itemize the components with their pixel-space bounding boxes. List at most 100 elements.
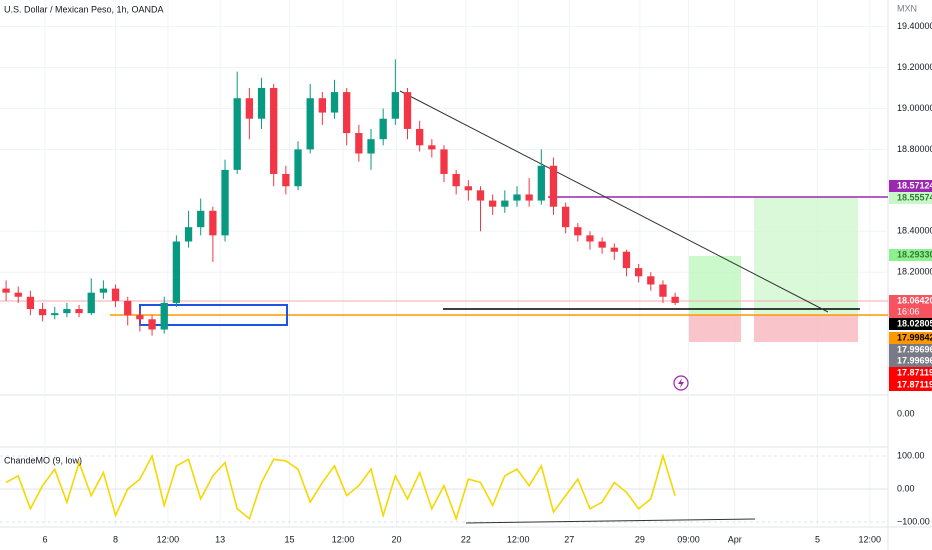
x-tick-label: 5 (815, 534, 820, 544)
price-label-bg (889, 192, 932, 204)
candle-body (574, 227, 582, 236)
candle-body (294, 149, 302, 187)
price-label: 17.99696 (897, 355, 932, 365)
alert-icon-bolt (678, 378, 684, 388)
candle-body (634, 268, 643, 277)
candle-body (561, 206, 570, 228)
candle-body (379, 118, 387, 140)
candle-body (2, 288, 10, 293)
x-tick-label: 8 (113, 534, 118, 544)
y-tick-label: 19.20000 (897, 62, 932, 72)
candle-body (391, 92, 399, 119)
candle-body (647, 276, 655, 285)
candle-body (428, 145, 436, 150)
candle-body (282, 173, 290, 187)
y-tick-label: 19.00000 (897, 103, 932, 113)
candle-body (598, 241, 606, 248)
y-tick-label: 19.40000 (897, 21, 932, 31)
price-label-bg (889, 332, 932, 344)
price-label: 18.57124 (897, 180, 932, 190)
indicator-line (5, 453, 676, 522)
y-tick-label: −100.00 (897, 516, 930, 526)
price-label-bg (889, 355, 932, 367)
price-label: 17.87119 (897, 379, 932, 389)
x-tick-label: 22 (461, 534, 471, 544)
currency-label: MXN (897, 3, 917, 13)
x-tick-label: 12:00 (507, 534, 530, 544)
price-label-bg (889, 344, 932, 356)
trend-line (399, 90, 829, 313)
long-position-loss (754, 315, 858, 342)
candle-body (549, 165, 558, 207)
y-tick-label: 18.20000 (897, 267, 932, 277)
x-tick-label: 20 (392, 534, 402, 544)
candle-body (38, 309, 47, 316)
candle-body (537, 165, 545, 201)
x-tick-label: 27 (564, 534, 574, 544)
candle-body (330, 92, 339, 113)
time-label-bg (889, 307, 932, 318)
candle-body (197, 210, 205, 228)
candle-body (148, 319, 156, 330)
candle-body (270, 88, 278, 174)
candle-body (671, 296, 679, 303)
long-position-profit (689, 256, 741, 315)
indicator-title: ChandeMO (9, low) (4, 455, 82, 465)
y-tick-label: 0.00 (897, 408, 915, 418)
candle-body (610, 247, 618, 252)
candle-body (26, 296, 35, 310)
x-tick-label: 29 (635, 534, 645, 544)
chart-title: U.S. Dollar / Mexican Peso, 1h, OANDA (4, 4, 164, 14)
x-tick-label: 09:00 (677, 534, 700, 544)
price-label: 18.29330 (897, 249, 932, 259)
candle-body (111, 288, 120, 301)
candle-body (476, 190, 485, 201)
candle-body (63, 309, 71, 314)
candle-body (257, 88, 266, 119)
price-label: 17.87119 (897, 367, 932, 377)
candle-body (75, 309, 83, 314)
price-label-bg (889, 379, 932, 391)
candle-body (160, 302, 168, 330)
x-tick-label: 13 (215, 534, 225, 544)
candle-body (501, 200, 509, 207)
price-label: 17.99696 (897, 344, 932, 354)
candle-body (464, 186, 472, 191)
candle-body (440, 149, 448, 174)
candle-body (221, 169, 229, 236)
candle-body (306, 98, 314, 150)
candle-body (525, 194, 533, 201)
y-tick-label: 0.00 (897, 483, 915, 493)
y-tick-label: 100.00 (897, 450, 925, 460)
candle-body (172, 241, 181, 303)
x-tick-label: 12:00 (858, 534, 881, 544)
price-label-bg (889, 318, 932, 330)
candle-body (124, 300, 132, 316)
x-tick-label: 15 (285, 534, 295, 544)
candle-body (622, 251, 631, 269)
candle-body (87, 292, 95, 314)
candle-body (209, 210, 217, 236)
alert-icon[interactable] (673, 375, 689, 391)
candle-body (416, 128, 424, 146)
price-label-bg (889, 295, 932, 307)
candle-body (136, 315, 144, 320)
long-position-loss (689, 315, 741, 342)
candle-body (184, 227, 193, 242)
candle-body (233, 98, 241, 170)
x-tick-label: 6 (43, 534, 48, 544)
price-label: 18.02805 (897, 318, 932, 328)
price-label: 18.06420 (897, 295, 932, 305)
price-label-bg (889, 180, 932, 192)
candle-body (403, 92, 412, 129)
price-label: 18.55574 (897, 192, 932, 202)
price-label-bg (889, 249, 932, 261)
candle-body (489, 200, 497, 207)
candle-body (355, 133, 363, 154)
y-tick-label: 18.40000 (897, 226, 932, 236)
candle-body (513, 194, 521, 201)
x-tick-label: 12:00 (157, 534, 180, 544)
long-position-profit (754, 197, 858, 315)
candle-body (51, 313, 59, 316)
